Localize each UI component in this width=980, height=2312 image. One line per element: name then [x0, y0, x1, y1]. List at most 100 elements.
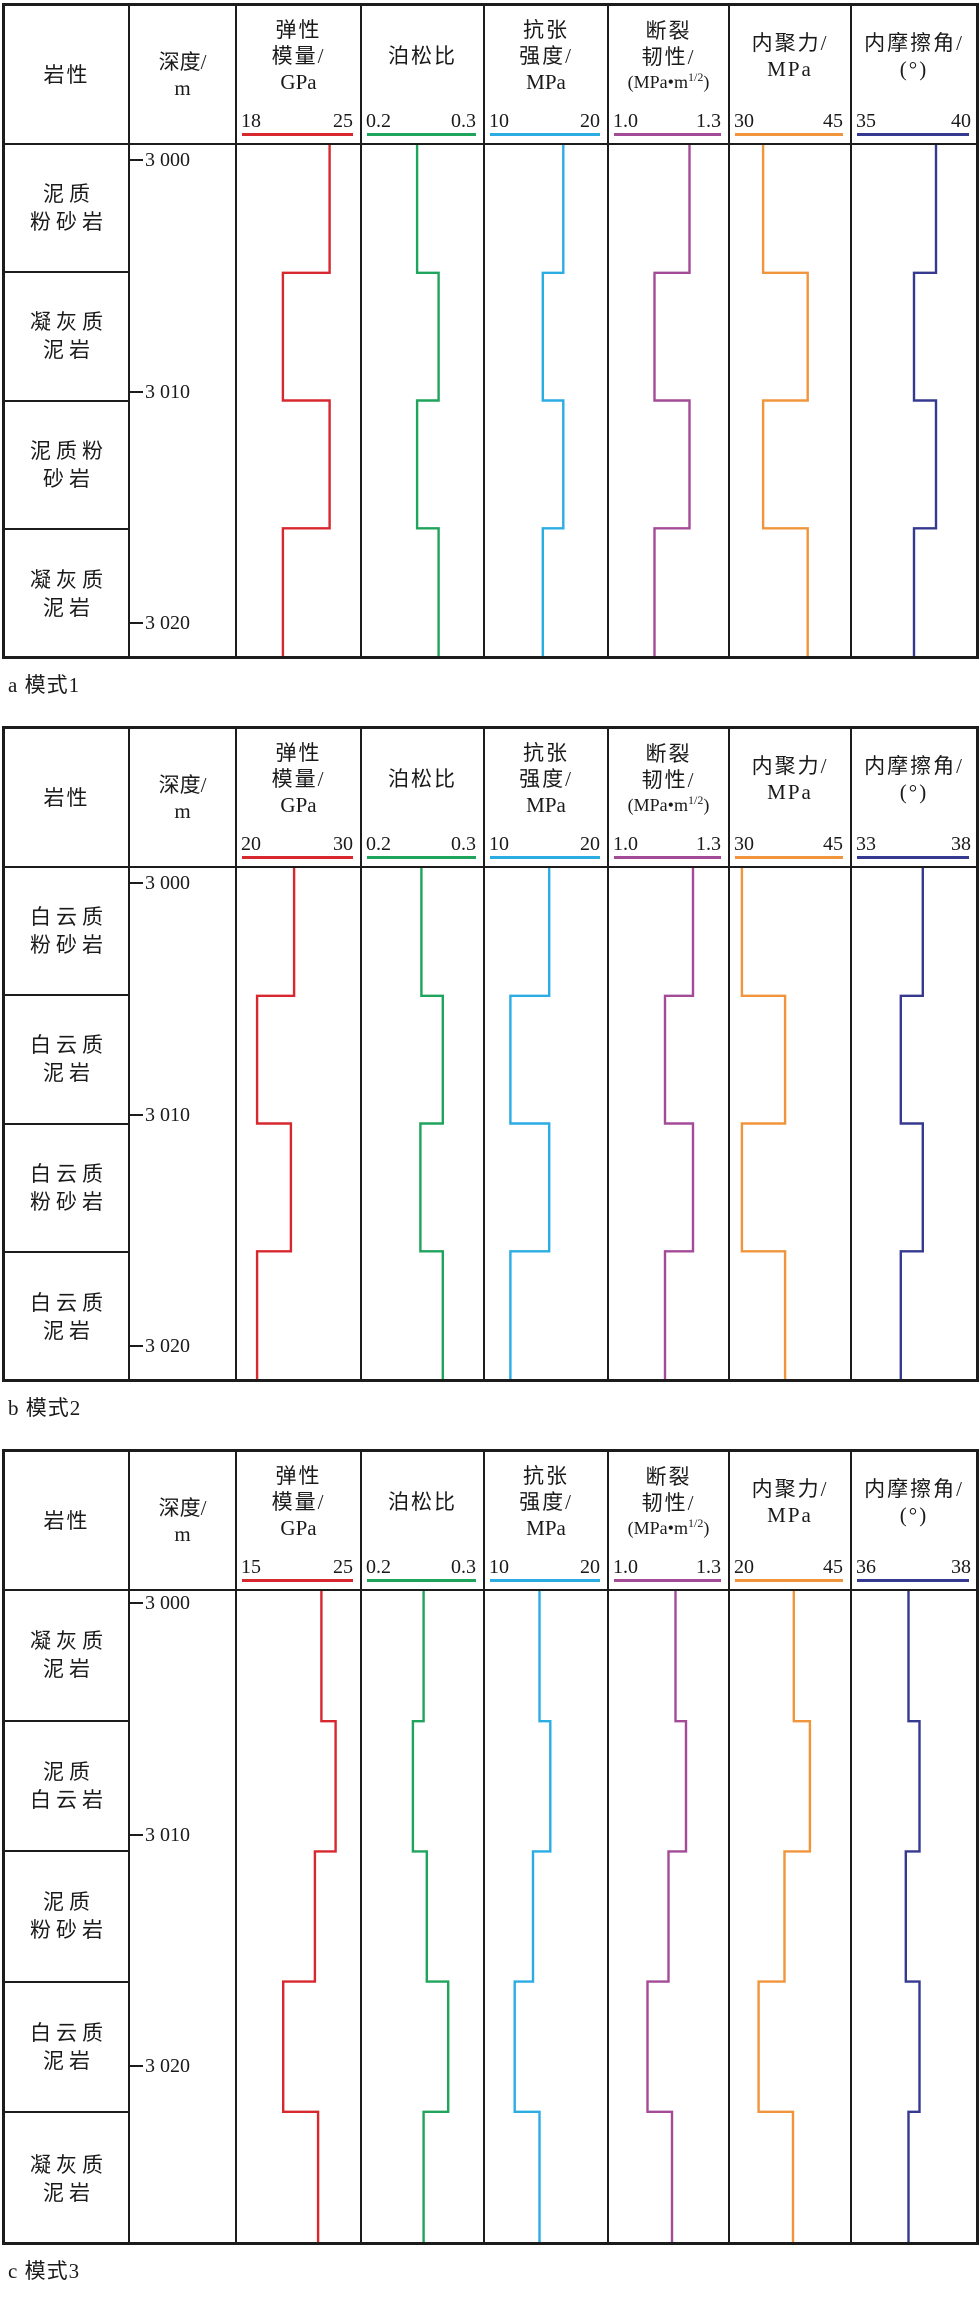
lithology-header-label: 岩性 — [43, 62, 90, 87]
track-column-fracture-toughness: 断裂 韧性/(MPa•m1/2) 1.0 1.3 — [609, 6, 730, 656]
scale-color-bar-fracture-toughness — [614, 1579, 721, 1582]
unit-superscript: 1/2 — [687, 70, 704, 84]
lithology-row-label: 白云质 泥岩 — [5, 1253, 128, 1381]
scale-min-label: 0.2 — [366, 1556, 391, 1578]
unit-pre: GPa — [280, 70, 317, 94]
lithology-row-label: 凝灰质 泥岩 — [5, 530, 128, 658]
lithology-text-line: 泥质粉 — [30, 438, 108, 463]
depth-tick-mark — [130, 2065, 143, 2067]
lithology-row-label: 泥质粉砂岩 — [5, 402, 128, 530]
curve-elastic-modulus — [255, 868, 296, 1379]
scale-color-bar-tensile-strength — [490, 133, 600, 136]
track-title-line: 强度/ — [519, 1490, 573, 1514]
track-title-elastic-modulus: 弹性 模量/GPa — [237, 1452, 360, 1552]
scale-max-label: 1.3 — [696, 110, 721, 132]
track-title-line: 弹性 — [275, 741, 322, 765]
track-column-tensile-strength: 抗张 强度/MPa 10 20 — [485, 1452, 609, 2242]
lithology-row-label: 凝灰质 泥岩 — [5, 2113, 128, 2244]
lithology-column: 岩性 泥质 粉砂岩 凝灰质 泥岩 泥质粉 砂岩 凝灰质 泥岩 — [5, 6, 130, 656]
track-column-poisson-ratio: 泊松比 0.2 0.3 — [362, 729, 485, 1379]
scale-min-label: 30 — [734, 110, 754, 132]
scale-min-label: 20 — [734, 1556, 754, 1578]
lithology-text-line: 泥岩 — [43, 1318, 95, 1343]
scale-color-bar-tensile-strength — [490, 1579, 600, 1582]
track-unit-line: (MPa•m1/2) — [628, 1516, 710, 1540]
track-column-fracture-toughness: 断裂 韧性/(MPa•m1/2) 1.0 1.3 — [609, 1452, 730, 2242]
curve-path-friction-angle — [912, 145, 938, 656]
unit-superscript: 1/2 — [687, 793, 704, 807]
lithology-header: 岩性 — [5, 729, 128, 866]
scale-max-label: 45 — [823, 110, 843, 132]
panel-caption: b 模式2 — [8, 1396, 82, 1420]
unit-pre: MPa — [526, 793, 566, 817]
track-title-line: MPa — [767, 1503, 813, 1527]
scale-min-label: 1.0 — [613, 110, 638, 132]
unit-superscript: 1/2 — [687, 1516, 704, 1530]
unit-pre: GPa — [280, 793, 317, 817]
track-title-elastic-modulus: 弹性 模量/GPa — [237, 729, 360, 829]
lithology-header-label: 岩性 — [43, 1508, 90, 1533]
depth-header: 深度/m — [130, 1452, 235, 1589]
scale-color-bar-friction-angle — [857, 1579, 969, 1582]
scale-min-label: 10 — [489, 110, 509, 132]
track-unit-line: GPa — [280, 1515, 316, 1541]
track-title-cohesion: 内聚力/MPa — [730, 1452, 850, 1552]
depth-tick-mark — [130, 1833, 143, 1836]
track-column-friction-angle: 内摩擦角/(°) 36 38 — [852, 1452, 976, 2242]
track-title-line: 强度/ — [519, 767, 573, 791]
track-title-line: 内聚力/ — [751, 754, 829, 778]
scale-min-label: 18 — [241, 110, 261, 132]
lithology-text-line: 泥质 — [43, 1890, 95, 1915]
track-column-fracture-toughness: 断裂 韧性/(MPa•m1/2) 1.0 1.3 — [609, 729, 730, 1379]
curve-path-tensile-strength — [541, 145, 565, 656]
scale-min-label: 0.2 — [366, 110, 391, 132]
scale-color-bar-tensile-strength — [490, 856, 600, 859]
track-unit-line: (MPa•m1/2) — [628, 793, 710, 817]
lithology-text-line: 凝灰质 — [30, 310, 108, 335]
track-title-cohesion: 内聚力/MPa — [730, 729, 850, 829]
scale-color-bar-elastic-modulus — [242, 1579, 353, 1582]
curve-path-friction-angle — [904, 1591, 921, 2242]
curve-path-cohesion — [740, 868, 787, 1379]
scale-min-label: 1.0 — [613, 1556, 638, 1578]
lithology-text-line: 白云质 — [30, 1033, 108, 1058]
curve-path-fracture-toughness — [646, 1591, 688, 2242]
scale-color-bar-fracture-toughness — [614, 856, 721, 859]
track-title-line: 内摩擦角/ — [864, 31, 964, 55]
lithology-row-label: 泥质粉砂岩 — [5, 1852, 128, 1983]
lithology-header: 岩性 — [5, 6, 128, 143]
curve-path-poisson-ratio — [415, 145, 440, 656]
depth-value-label: 3 020 — [145, 1335, 190, 1357]
lithology-text-line: 泥岩 — [43, 595, 95, 620]
track-title-line: 抗张 — [523, 741, 569, 765]
scale-max-label: 0.3 — [451, 110, 476, 132]
lithology-text-line: 泥质 — [43, 1759, 95, 1784]
curve-cohesion — [740, 868, 787, 1379]
track-title-friction-angle: 内摩擦角/(°) — [852, 1452, 976, 1552]
scale-max-label: 45 — [823, 833, 843, 855]
track-title-line: MPa — [767, 780, 813, 804]
track-unit-line: GPa — [280, 69, 316, 95]
depth-header: 深度/m — [130, 6, 235, 143]
track-title-poisson-ratio: 泊松比 — [362, 729, 483, 829]
depth-tick-mark — [130, 1602, 143, 1604]
scale-max-label: 45 — [823, 1556, 843, 1578]
track-title-poisson-ratio: 泊松比 — [362, 1452, 483, 1552]
panel-table-a: 岩性 泥质 粉砂岩 凝灰质 泥岩 泥质粉 砂岩 凝灰质 泥岩 深度/m 3 000 3 010 3 02… — [2, 3, 979, 659]
unit-pre: (MPa•m — [627, 72, 688, 92]
lithology-text-line: 凝灰质 — [30, 567, 108, 592]
lithology-text-line: 白云岩 — [30, 1787, 108, 1812]
header-bottom-line — [5, 866, 976, 868]
lithology-text-line: 白云质 — [30, 1290, 108, 1315]
curve-tensile-strength — [509, 868, 551, 1379]
scale-color-bar-friction-angle — [857, 133, 969, 136]
depth-tick-mark — [130, 390, 143, 393]
curve-path-poisson-ratio — [411, 1591, 450, 2242]
depth-value-label: 3 000 — [145, 149, 190, 171]
depth-column: 深度/m 3 000 3 010 3 020 — [130, 1452, 237, 2242]
curve-poisson-ratio — [415, 145, 440, 656]
depth-tick-mark — [130, 622, 143, 624]
scale-color-bar-poisson-ratio — [367, 133, 476, 136]
depth-header-line: 深度/ — [158, 772, 207, 797]
lithology-text-line: 泥岩 — [43, 338, 95, 363]
